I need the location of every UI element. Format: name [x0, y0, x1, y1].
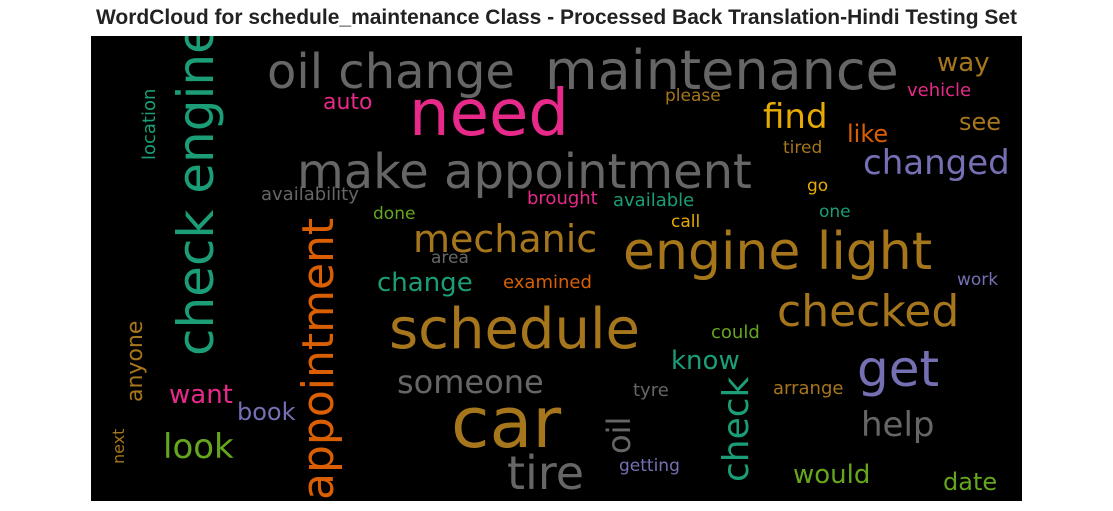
word-someone: someone: [397, 363, 544, 401]
word-tired: tired: [783, 138, 823, 158]
word-next: next: [109, 428, 128, 464]
word-make-appointment: make appointment: [297, 144, 752, 200]
word-getting: getting: [619, 456, 680, 476]
word-check-engine: check engine: [167, 36, 225, 356]
word-need: need: [409, 77, 569, 151]
word-appointment: appointment: [293, 217, 344, 500]
word-checked: checked: [777, 286, 960, 337]
word-oil: oil: [600, 416, 638, 454]
word-tyre: tyre: [633, 380, 669, 401]
word-availability: availability: [261, 184, 359, 205]
word-auto: auto: [323, 90, 373, 115]
word-find: find: [763, 97, 828, 137]
word-changed: changed: [863, 143, 1010, 183]
word-check: check: [716, 376, 757, 482]
word-available: available: [613, 190, 695, 211]
word-area: area: [431, 248, 469, 268]
chart-title: WordCloud for schedule_maintenance Class…: [95, 6, 1018, 29]
word-vehicle: vehicle: [907, 80, 972, 101]
word-help: help: [861, 405, 935, 445]
word-see: see: [959, 108, 1002, 136]
word-location: location: [139, 88, 160, 160]
word-change: change: [377, 268, 473, 298]
word-could: could: [711, 322, 760, 343]
word-maintenance: maintenance: [545, 39, 899, 102]
word-mechanic: mechanic: [413, 217, 598, 261]
word-done: done: [373, 204, 416, 224]
word-go: go: [807, 176, 829, 196]
word-want: want: [169, 380, 233, 410]
word-get: get: [857, 340, 940, 398]
word-car: car: [451, 382, 562, 464]
word-look: look: [163, 427, 234, 467]
word-schedule: schedule: [389, 297, 640, 362]
word-would: would: [793, 460, 871, 490]
word-examined: examined: [503, 272, 592, 293]
word-please: please: [665, 86, 721, 106]
word-call: call: [671, 212, 701, 232]
word-tire: tire: [507, 446, 585, 500]
word-oil-change: oil change: [267, 44, 515, 100]
word-anyone: anyone: [123, 320, 148, 402]
word-work: work: [957, 270, 999, 290]
word-engine-light: engine light: [623, 222, 933, 282]
word-date: date: [943, 468, 998, 496]
word-arrange: arrange: [773, 378, 844, 399]
word-book: book: [237, 398, 296, 426]
word-brought: brought: [527, 188, 598, 209]
wordcloud-canvas: need car schedule engine light maintenan…: [91, 36, 1022, 501]
word-one: one: [819, 202, 851, 222]
word-way: way: [937, 48, 990, 78]
word-like: like: [847, 120, 889, 148]
word-know: know: [671, 346, 740, 376]
